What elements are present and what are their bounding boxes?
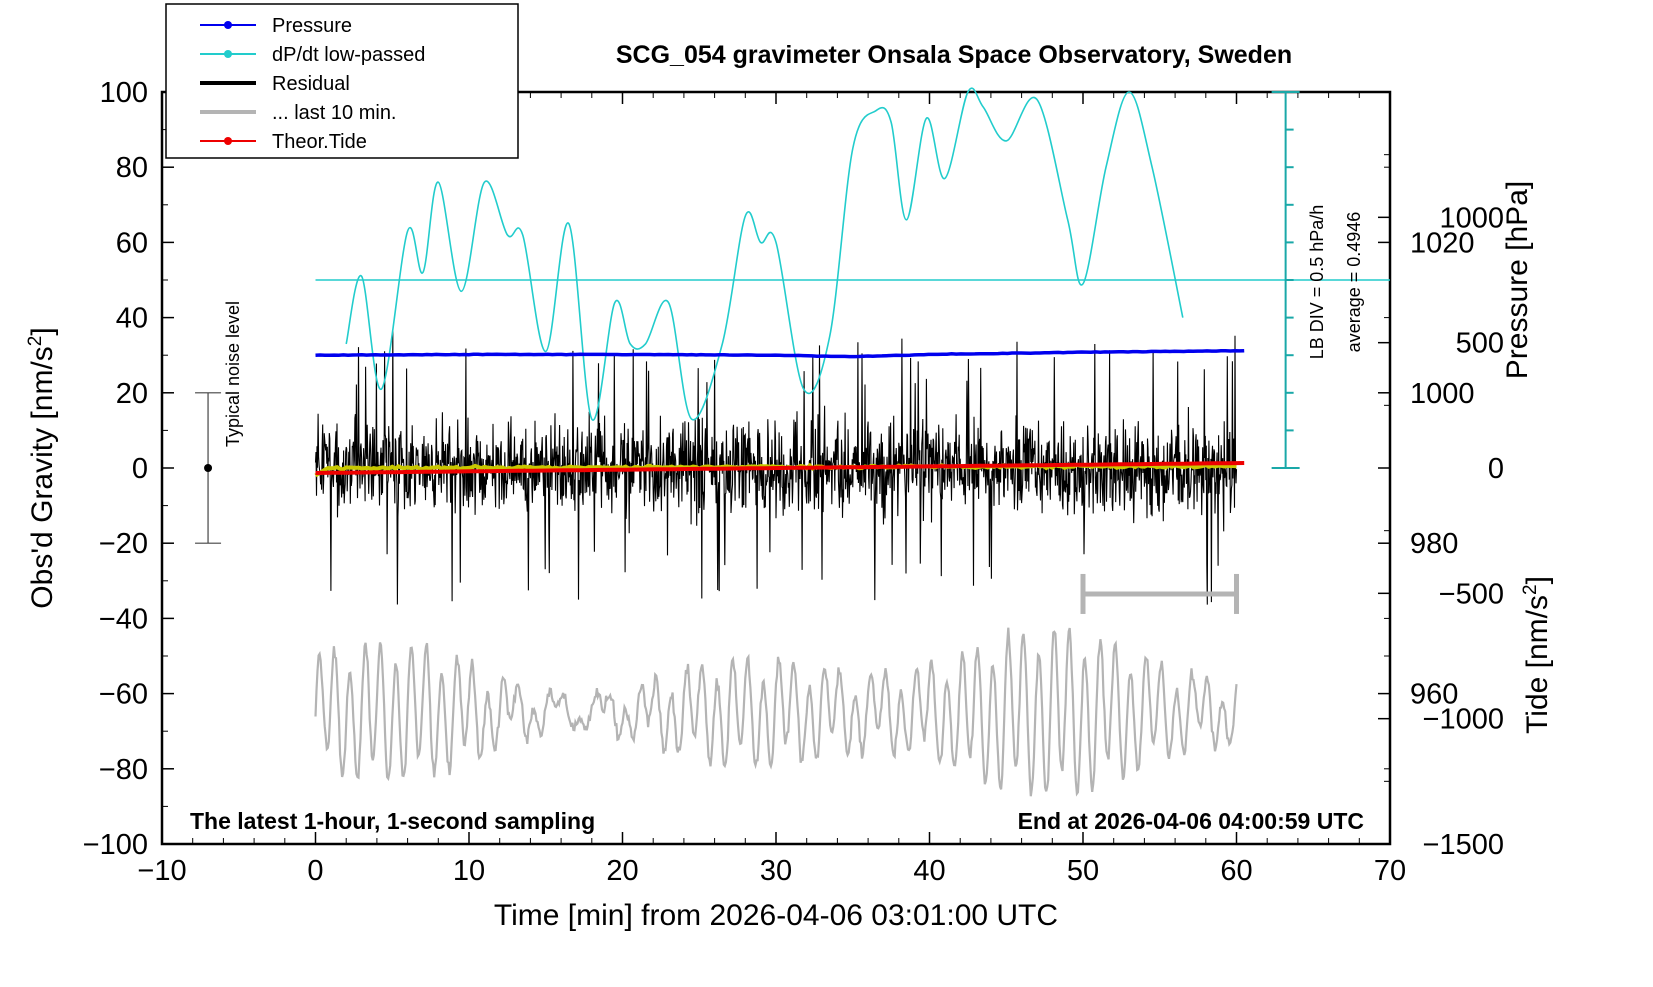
tide-tick-label: 0 xyxy=(1488,453,1504,485)
pressure-layer xyxy=(315,348,1245,359)
x-tick-label: 10 xyxy=(453,855,485,887)
pressure-axis-ticks: 960 980 1000 1020 xyxy=(1378,166,1475,770)
x-tick-label: 70 xyxy=(1374,855,1406,887)
x-tick-label: 20 xyxy=(606,855,638,887)
y-tick-label: −80 xyxy=(99,754,148,786)
pressure-tick-label: 980 xyxy=(1410,528,1458,560)
x-tick-label: 60 xyxy=(1220,855,1252,887)
noise-level-label: Typical noise level xyxy=(223,301,243,447)
tide-tick-label: −1000 xyxy=(1423,704,1504,736)
pressure-line xyxy=(315,348,1245,359)
theoretical-tide-line xyxy=(315,461,1245,475)
legend-marker xyxy=(224,50,232,58)
legend-label: Pressure xyxy=(272,15,352,37)
pressure-tick-label: 960 xyxy=(1410,679,1458,711)
lb-div-scale xyxy=(1271,91,1300,469)
theoretical-tide-layer xyxy=(315,461,1245,475)
y-tick-label: −100 xyxy=(83,829,148,861)
legend-label: ... last 10 min. xyxy=(272,102,397,124)
y-tick-label: −20 xyxy=(99,528,148,560)
y-tick-label: 100 xyxy=(100,77,148,109)
x-tick-label: 50 xyxy=(1067,855,1099,887)
last-10-min-line xyxy=(314,627,1238,797)
x-tick-label: 0 xyxy=(307,855,323,887)
x-axis-ticks: −10 0 10 20 30 40 50 60 70 xyxy=(137,92,1406,887)
tide-tick-label: 500 xyxy=(1456,328,1504,360)
x-tick-label: −10 xyxy=(137,855,186,887)
legend-label: Theor.Tide xyxy=(272,131,367,153)
x-tick-label: 30 xyxy=(760,855,792,887)
y-tick-label: −40 xyxy=(99,603,148,635)
tide-tick-label: 1000 xyxy=(1439,202,1504,234)
y-tick-label: 60 xyxy=(116,227,148,259)
legend-label: dP/dt low-passed xyxy=(272,44,425,66)
y-tick-label: 20 xyxy=(116,378,148,410)
noise-level-bar xyxy=(195,392,222,544)
average-label: average = 0.4946 xyxy=(1344,212,1364,353)
pressure-axis-label: Pressure [hPa] xyxy=(1501,181,1534,379)
legend: Pressure dP/dt low-passed Residual ... last… xyxy=(165,3,519,159)
legend-label: Residual xyxy=(272,73,350,95)
dpdt-layer xyxy=(315,87,1390,421)
legend-marker xyxy=(224,21,232,29)
pressure-tick-label: 1000 xyxy=(1410,378,1475,410)
chart-title: SCG_054 gravimeter Onsala Space Observat… xyxy=(616,41,1292,69)
y-axis-ticks: −100 −80 −60 −40 −20 0 20 40 60 80 100 xyxy=(83,77,174,861)
tide-axis-label: Tide [nm/s2] xyxy=(1520,576,1554,734)
last-10-min-layer xyxy=(314,627,1238,797)
x-axis-label: Time [min] from 2026-04-06 03:01:00 UTC xyxy=(494,899,1058,932)
y-tick-label: 0 xyxy=(132,453,148,485)
last-10-min-bracket xyxy=(1080,573,1239,614)
tide-axis-ticks: −1500 −1000 −500 0 500 1000 xyxy=(1378,154,1504,861)
noise-bar-center xyxy=(204,464,213,472)
x-tick-label: 40 xyxy=(913,855,945,887)
tide-tick-label: −1500 xyxy=(1423,829,1504,861)
y-tick-label: −60 xyxy=(99,679,148,711)
y-tick-label: 80 xyxy=(116,152,148,184)
tide-tick-label: −500 xyxy=(1439,578,1504,610)
dpdt-line xyxy=(345,87,1184,421)
lb-div-label: LB DIV = 0.5 hPa/h xyxy=(1307,205,1327,360)
footer-left: The latest 1-hour, 1-second sampling xyxy=(190,808,595,834)
pressure-tick-label: 1020 xyxy=(1410,227,1475,259)
y-axis-label: Obs'd Gravity [nm/s2] xyxy=(25,327,59,608)
footer-right: End at 2026-04-06 04:00:59 UTC xyxy=(1018,808,1364,834)
y-tick-label: 40 xyxy=(116,303,148,335)
legend-marker xyxy=(224,137,232,145)
